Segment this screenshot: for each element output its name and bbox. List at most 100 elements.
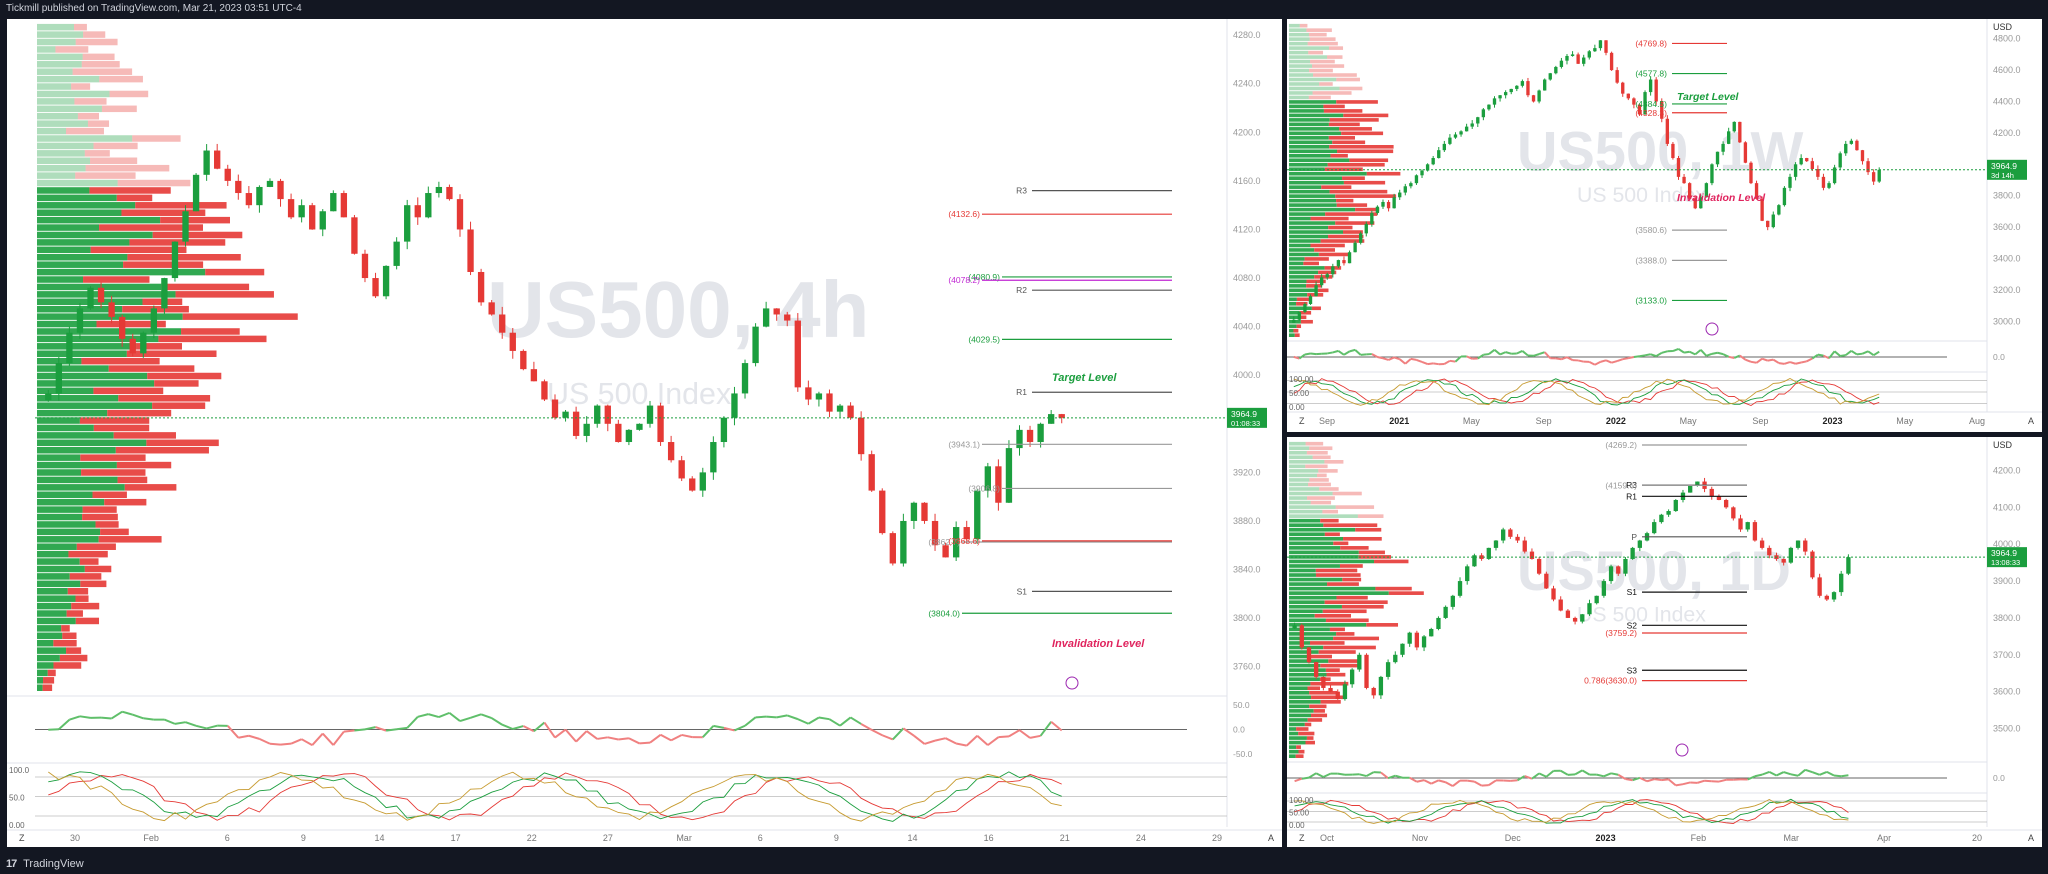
time-tick-label: 27 xyxy=(603,833,613,843)
osc-line-segment xyxy=(290,738,303,745)
tradingview-logo-icon[interactable]: 17 xyxy=(6,858,17,870)
candle-body xyxy=(87,287,94,309)
time-tick-label: May xyxy=(1896,416,1914,426)
profile-bar-up xyxy=(1289,149,1338,154)
profile-bar-down xyxy=(1307,718,1323,722)
profile-bar-up xyxy=(37,112,78,120)
profile-bar-up xyxy=(1289,310,1300,315)
profile-bar-up xyxy=(1289,609,1323,614)
profile-bar-down xyxy=(1312,64,1345,68)
price-tick-label: 3400.0 xyxy=(1993,254,2021,264)
chart-panel-4h[interactable]: US500, 4h US 500 Index 4280.0 4240.0 4200.0 4… xyxy=(7,19,1282,847)
candle-body xyxy=(1648,79,1653,93)
time-tick-label: Sep xyxy=(1319,416,1335,426)
level-label: R3 xyxy=(1016,186,1027,196)
osc-line-segment xyxy=(1845,350,1852,356)
profile-bar-down xyxy=(1328,122,1360,127)
osc-line-segment xyxy=(1650,353,1657,358)
osc-line-segment xyxy=(1327,351,1333,355)
osc-line-segment xyxy=(1393,356,1401,361)
profile-bar-up xyxy=(37,617,76,625)
profile-bar-up xyxy=(1289,158,1350,163)
candle-body xyxy=(1570,54,1575,56)
osc-line-segment xyxy=(1661,350,1668,354)
profile-bar-up xyxy=(1289,270,1319,275)
price-tick-label: 3200.0 xyxy=(1993,285,2021,295)
profile-bar-up xyxy=(1289,514,1358,518)
profile-bar-down xyxy=(75,38,118,46)
profile-bar-down xyxy=(115,446,209,454)
osc-line-segment xyxy=(955,742,967,747)
osc-line-segment xyxy=(1711,351,1718,355)
chart-4h[interactable]: US500, 4h US 500 Index 4280.0 4240.0 4200.0 4… xyxy=(7,19,1282,847)
candle-body xyxy=(1448,137,1452,144)
profile-bar-up xyxy=(1289,740,1306,745)
auto-scale-button: A xyxy=(1268,833,1274,843)
candle-body xyxy=(1709,488,1714,497)
profile-bar-up xyxy=(1289,695,1312,700)
candle-body xyxy=(1666,511,1671,515)
profile-bar-down xyxy=(53,662,82,669)
osc-line-segment xyxy=(1382,357,1389,361)
time-tick-label: 2022 xyxy=(1606,416,1626,426)
profile-bar-up xyxy=(37,484,125,491)
profile-bar-up xyxy=(37,639,54,647)
candle-body xyxy=(1501,529,1506,541)
candle-body xyxy=(784,314,791,321)
profile-bar-up xyxy=(37,328,182,335)
profile-bar-down xyxy=(160,216,230,224)
candle-body xyxy=(604,405,611,424)
oscillator-pane: 50.0 0.0 -50.0 xyxy=(7,695,1253,759)
candle-body xyxy=(741,363,749,394)
osc-line-segment xyxy=(1588,360,1596,366)
profile-bar-down xyxy=(1318,469,1338,473)
candle-body xyxy=(1328,687,1333,692)
profile-bar-down xyxy=(1323,104,1345,109)
candle-body xyxy=(1695,481,1700,486)
osc-line-segment xyxy=(1755,357,1763,364)
profile-bar-down xyxy=(1366,623,1399,627)
profile-bar-down xyxy=(1330,153,1348,158)
profile-bar-up xyxy=(1289,505,1336,509)
profile-bar-up xyxy=(37,68,73,75)
candle-body xyxy=(889,533,896,564)
chart-panel-weekly[interactable]: US500, 1W US 500 Index 4800.0 4600.0 4400.0 4… xyxy=(1287,19,2042,432)
profile-bar-down xyxy=(77,112,100,120)
chart-panel-daily[interactable]: US500, 1D US 500 Index 4200.0 4100.0 4000.0 3… xyxy=(1287,437,2042,847)
candle-body xyxy=(1292,319,1296,323)
tradingview-brand[interactable]: TradingView xyxy=(23,858,84,870)
candle-body xyxy=(1771,214,1775,228)
profile-bar-up xyxy=(1289,221,1336,225)
osc-line-segment xyxy=(132,713,144,720)
profile-bar-down xyxy=(1325,618,1369,623)
candle-body xyxy=(1817,577,1822,596)
profile-bar-down xyxy=(1296,302,1308,306)
profile-bar-up xyxy=(1289,650,1319,654)
osc-line-segment xyxy=(1516,350,1523,355)
osc-line-segment xyxy=(480,713,492,720)
osc-tick-label: -50.0 xyxy=(1233,749,1253,759)
candle-body xyxy=(1037,423,1044,443)
profile-bar-up xyxy=(1289,645,1324,650)
profile-bar-up xyxy=(37,150,85,157)
price-tick-label: 3900.0 xyxy=(1993,576,2021,586)
candle-body xyxy=(435,186,443,194)
profile-bar-up xyxy=(37,90,110,98)
profile-bar-down xyxy=(81,357,160,365)
candle-body xyxy=(287,199,295,218)
osc-line-segment xyxy=(1717,351,1724,356)
osc-line-segment xyxy=(1443,359,1451,365)
profile-bar-up xyxy=(37,187,90,194)
level-label: (3580.6) xyxy=(1635,225,1667,235)
time-tick-label: Mar xyxy=(1784,833,1800,843)
candle-body xyxy=(1508,529,1513,537)
profile-bar-down xyxy=(1323,109,1363,113)
candle-body xyxy=(1457,581,1463,596)
osc-line-segment xyxy=(1574,769,1583,776)
profile-bar-up xyxy=(1289,632,1337,636)
profile-bar-up xyxy=(1289,234,1329,239)
osc-line-segment xyxy=(164,718,176,725)
profile-bar-up xyxy=(1289,523,1324,528)
